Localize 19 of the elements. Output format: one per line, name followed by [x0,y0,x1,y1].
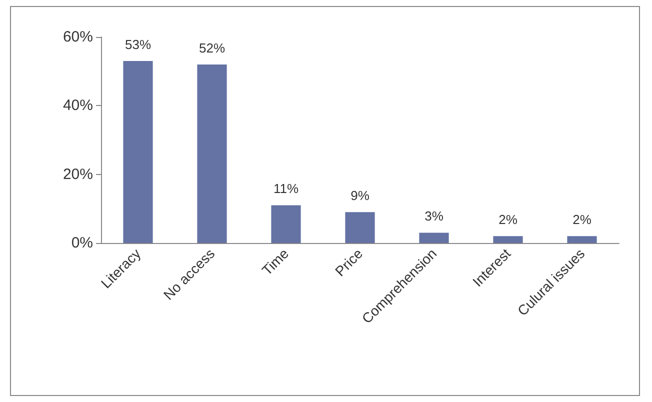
data-label: 2% [498,212,518,228]
y-tick-label: 20% [62,166,93,183]
data-label: 2% [572,212,592,228]
data-label: 52% [198,40,226,56]
data-label: 3% [424,208,444,224]
bar [197,64,227,243]
y-tick-label: 0% [71,234,93,252]
data-label: 53% [124,37,152,52]
bar [493,236,523,243]
x-tick-label: Time [258,245,292,278]
bar [345,212,375,243]
bar [271,205,301,243]
data-label: 11% [273,181,299,196]
y-tick-label: 40% [62,97,93,114]
y-tick-label: 60% [62,28,93,46]
data-label: 9% [350,188,370,204]
bar [419,232,449,243]
bar [567,236,597,243]
bar [123,61,153,243]
